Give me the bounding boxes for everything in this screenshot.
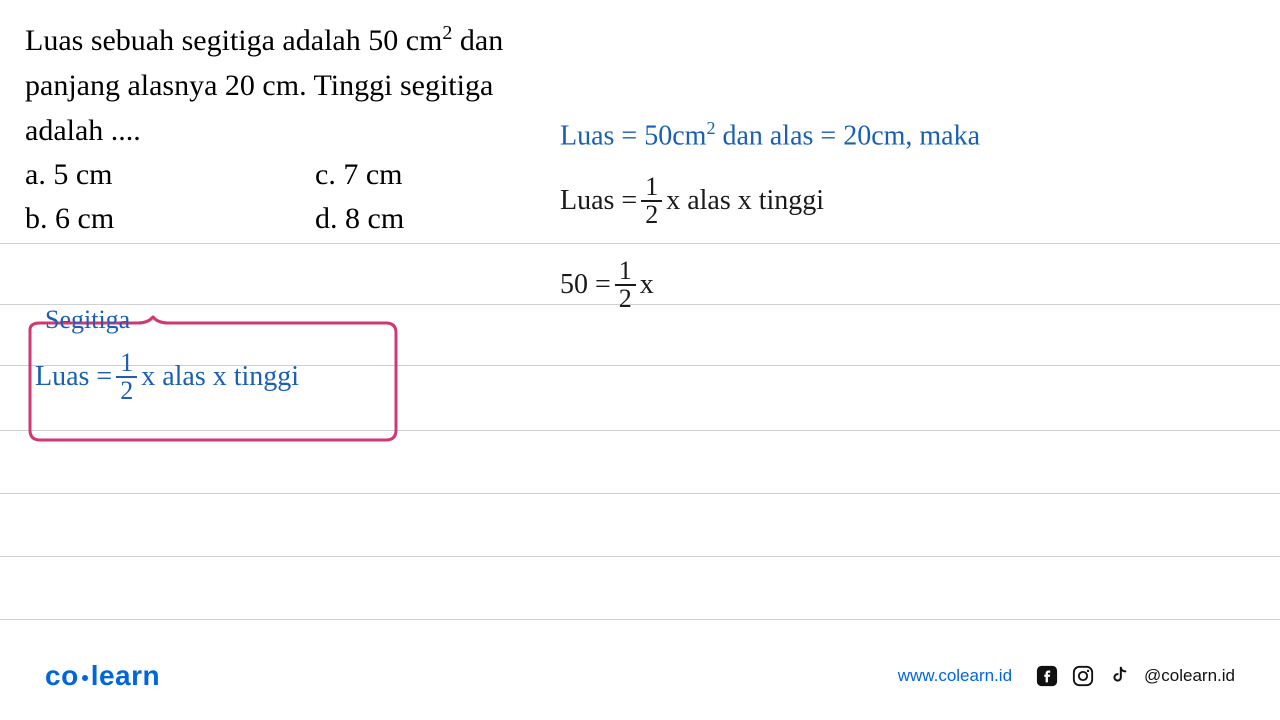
facebook-icon [1036, 665, 1058, 687]
note-line-1: Luas = 50cm2 dan alas = 20cm, maka [560, 118, 980, 152]
footer: colearn www.colearn.id @colearn.id [0, 660, 1280, 692]
q1sup: 2 [442, 22, 452, 44]
q1b: dan [452, 24, 503, 57]
instagram-icon [1072, 665, 1094, 687]
logo-b: learn [91, 660, 160, 691]
n2b: x alas x tinggi [666, 185, 824, 217]
option-d: d. 8 cm [315, 202, 515, 236]
frac-den: 2 [641, 202, 662, 228]
frac-den: 2 [116, 378, 137, 404]
frac-num: 1 [116, 350, 137, 378]
question-block: Luas sebuah segitiga adalah 50 cm2 dan p… [25, 18, 503, 153]
social-handle: @colearn.id [1144, 666, 1235, 686]
option-b: b. 6 cm [25, 202, 315, 236]
website-url: www.colearn.id [898, 666, 1012, 686]
fraction-half-1: 1 2 [641, 174, 662, 228]
logo-a: co [45, 660, 79, 691]
n3b: x [640, 269, 654, 301]
rule-line [0, 556, 1280, 557]
question-line-1: Luas sebuah segitiga adalah 50 cm2 dan [25, 18, 503, 63]
frac-num: 1 [615, 258, 636, 286]
options-block: a. 5 cm c. 7 cm b. 6 cm d. 8 cm [25, 158, 515, 246]
formula-box-content: Segitiga Luas = 1 2 x alas x tinggi [35, 305, 299, 404]
n3a: 50 = [560, 269, 611, 301]
rule-line [0, 493, 1280, 494]
n1a: Luas = 50cm [560, 120, 706, 151]
option-a: a. 5 cm [25, 158, 315, 192]
bfb: x alas x tinggi [141, 361, 299, 393]
option-c: c. 7 cm [315, 158, 515, 192]
frac-num: 1 [641, 174, 662, 202]
tiktok-icon [1108, 665, 1130, 687]
rule-line [0, 619, 1280, 620]
note-line-3: 50 = 1 2 x [560, 258, 980, 312]
question-line-2: panjang alasnya 20 cm. Tinggi segitiga [25, 63, 503, 108]
n1b: dan alas = 20cm, maka [715, 120, 980, 151]
logo-dot-icon [82, 675, 88, 681]
question-line-3: adalah .... [25, 108, 503, 153]
bfa: Luas = [35, 361, 112, 393]
note-line-2: Luas = 1 2 x alas x tinggi [560, 174, 980, 228]
q1a: Luas sebuah segitiga adalah 50 cm [25, 24, 442, 57]
footer-right: www.colearn.id @colearn.id [898, 665, 1235, 687]
n2a: Luas = [560, 185, 637, 217]
box-formula: Luas = 1 2 x alas x tinggi [35, 350, 299, 404]
rule-line [0, 430, 1280, 431]
fraction-half-2: 1 2 [615, 258, 636, 312]
box-title: Segitiga [45, 305, 299, 335]
fraction-half-box: 1 2 [116, 350, 137, 404]
brand-logo: colearn [45, 660, 160, 692]
frac-den: 2 [615, 286, 636, 312]
handwriting-right: Luas = 50cm2 dan alas = 20cm, maka Luas … [560, 118, 980, 312]
